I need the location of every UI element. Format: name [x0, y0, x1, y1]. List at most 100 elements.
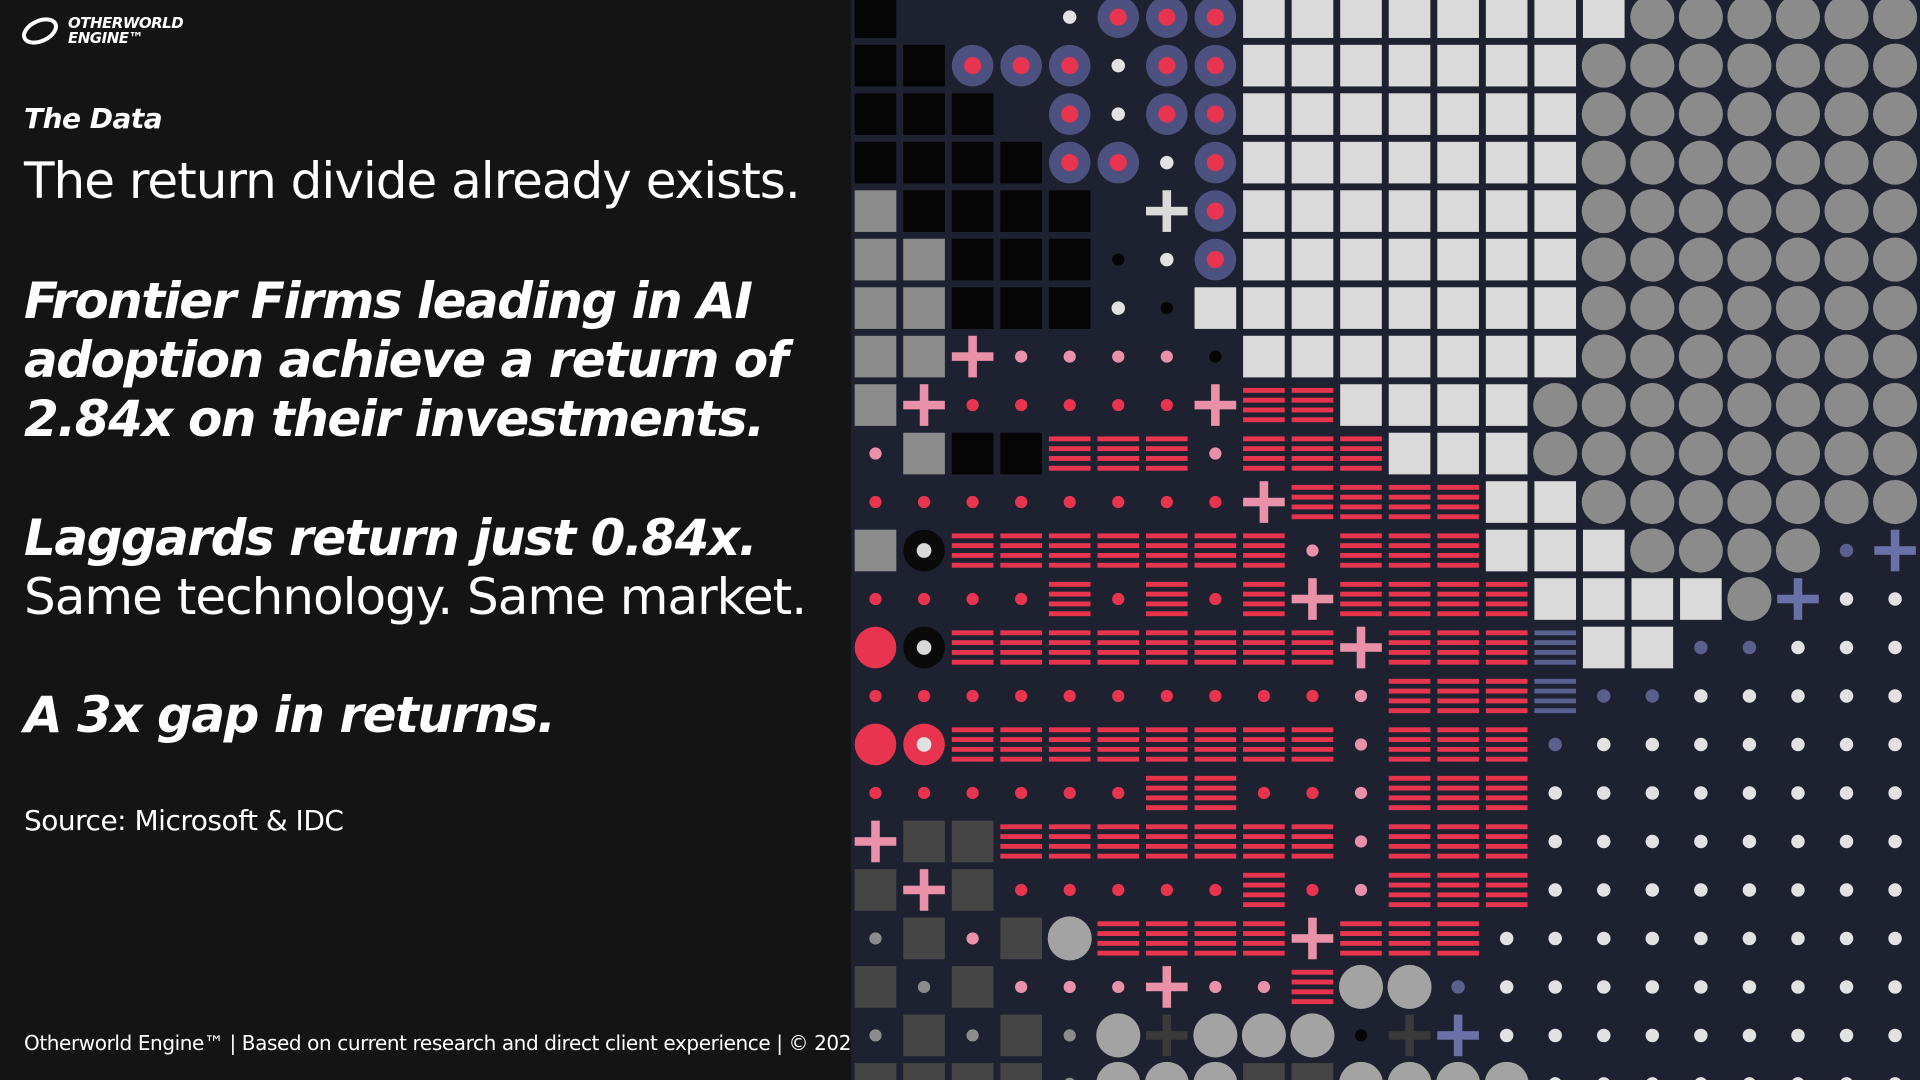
- dash-lines: [1291, 514, 1334, 520]
- dash-lines: [1534, 659, 1577, 665]
- dash-lines: [1145, 552, 1188, 558]
- dash-lines: [1097, 843, 1140, 849]
- dot: [1597, 980, 1611, 994]
- dash-lines: [1437, 649, 1479, 655]
- dot: [1839, 931, 1854, 946]
- dot: [1109, 154, 1127, 172]
- dash-lines: [1485, 785, 1528, 791]
- dash-lines: [1243, 456, 1285, 461]
- dot: [1775, 140, 1821, 185]
- dot: [966, 689, 979, 703]
- dot: [1111, 58, 1125, 73]
- dash-lines: [1485, 601, 1528, 607]
- dash-lines: [1388, 659, 1431, 665]
- square: [1437, 238, 1479, 281]
- dot: [1873, 140, 1918, 185]
- dot: [916, 543, 932, 558]
- dash-lines: [1485, 805, 1528, 811]
- dash-lines: [1340, 514, 1382, 520]
- square: [854, 384, 897, 426]
- square: [854, 1063, 897, 1080]
- dash-lines: [1485, 678, 1528, 684]
- dot: [966, 495, 979, 509]
- dash-lines: [1048, 591, 1091, 597]
- dash-lines: [1340, 591, 1382, 597]
- dash-lines: [1243, 630, 1285, 636]
- dot: [1630, 237, 1675, 282]
- dot: [917, 495, 931, 509]
- dot: [1533, 431, 1578, 476]
- dot: [1727, 286, 1772, 331]
- dot: [1694, 640, 1708, 655]
- dash-lines: [1243, 640, 1285, 646]
- dash-lines: [1097, 853, 1140, 859]
- square: [1388, 238, 1431, 281]
- dash-lines: [1145, 853, 1188, 859]
- dot: [1888, 737, 1902, 752]
- dot: [1888, 1028, 1902, 1043]
- dot: [916, 640, 932, 655]
- dash-lines: [951, 562, 994, 568]
- dot: [1791, 640, 1805, 655]
- dot: [1824, 237, 1869, 282]
- dot: [869, 689, 882, 703]
- dot: [1160, 398, 1173, 412]
- dot: [869, 495, 882, 509]
- dash-lines: [1291, 989, 1334, 995]
- dash-lines: [1437, 775, 1479, 781]
- dot: [1824, 334, 1869, 379]
- dash-lines: [1000, 543, 1042, 549]
- dash-lines: [1388, 649, 1431, 655]
- square: [951, 432, 994, 475]
- dash-lines: [1291, 504, 1334, 510]
- dot: [917, 592, 931, 606]
- dot: [1015, 689, 1028, 703]
- dash-lines: [1048, 640, 1091, 646]
- dash-lines: [1485, 872, 1528, 878]
- dot: [1742, 883, 1757, 897]
- dot: [1581, 383, 1626, 428]
- dash-lines: [1388, 902, 1431, 908]
- dash-lines: [1485, 756, 1528, 762]
- dot: [1775, 43, 1821, 88]
- dash-lines: [1048, 853, 1091, 859]
- square: [903, 44, 945, 87]
- dot: [1824, 431, 1869, 476]
- square: [1340, 335, 1382, 378]
- dash-lines: [1048, 756, 1091, 762]
- square: [1340, 141, 1382, 184]
- dash-lines: [1388, 940, 1431, 946]
- dash-lines: [1388, 853, 1431, 859]
- square: [1485, 481, 1528, 523]
- square: [951, 820, 994, 863]
- dot: [966, 932, 979, 945]
- eyebrow: The Data: [24, 102, 163, 135]
- dash-lines: [1485, 611, 1528, 617]
- dash-lines: [1145, 834, 1188, 840]
- dash-lines: [1291, 737, 1334, 743]
- dash-lines: [1437, 902, 1479, 908]
- dash-lines: [1000, 824, 1042, 830]
- dash-lines: [1437, 853, 1479, 859]
- dash-lines: [1194, 649, 1237, 655]
- dot: [1630, 383, 1675, 428]
- dash-lines: [1437, 514, 1479, 520]
- dot: [1824, 92, 1869, 137]
- plus: [919, 869, 929, 911]
- dash-lines: [1485, 795, 1528, 801]
- dash-lines: [1243, 601, 1285, 607]
- dash-lines: [1243, 533, 1285, 539]
- dot: [1742, 737, 1757, 752]
- dash-lines: [1437, 940, 1479, 946]
- dot: [966, 398, 979, 412]
- dot: [1209, 883, 1222, 897]
- dot: [1792, 1077, 1804, 1080]
- dot: [1160, 301, 1173, 315]
- square: [1243, 93, 1285, 135]
- dot: [1063, 689, 1076, 703]
- square: [1534, 287, 1577, 329]
- dash-lines: [1340, 543, 1382, 549]
- dash-lines: [1145, 746, 1188, 752]
- dot: [1387, 964, 1432, 1009]
- logo-line: ENGINE™: [68, 29, 144, 47]
